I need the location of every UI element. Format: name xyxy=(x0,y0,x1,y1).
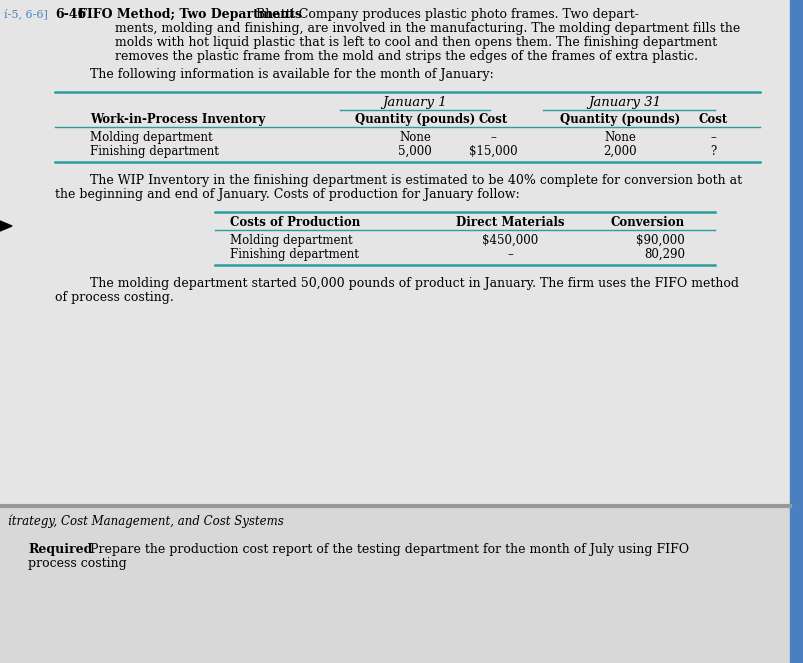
Text: molds with hot liquid plastic that is left to cool and then opens them. The fini: molds with hot liquid plastic that is le… xyxy=(115,36,716,49)
Text: ments, molding and finishing, are involved in the manufacturing. The molding dep: ments, molding and finishing, are involv… xyxy=(115,22,740,35)
Text: ?: ? xyxy=(709,145,715,158)
Bar xyxy=(0,506,789,663)
Text: Costs of Production: Costs of Production xyxy=(230,216,360,229)
Text: Work-in-Process Inventory: Work-in-Process Inventory xyxy=(90,113,265,126)
Text: Cost: Cost xyxy=(698,113,727,126)
Text: The molding department started 50,000 pounds of product in January. The firm use: The molding department started 50,000 po… xyxy=(90,277,738,290)
Text: –: – xyxy=(507,248,512,261)
Text: $15,000: $15,000 xyxy=(468,145,516,158)
Text: Molding department: Molding department xyxy=(230,234,353,247)
Text: Quantity (pounds): Quantity (pounds) xyxy=(354,113,475,126)
Text: –: – xyxy=(490,131,495,144)
Text: process costing: process costing xyxy=(28,557,127,570)
Text: $90,000: $90,000 xyxy=(635,234,684,247)
Text: Prepare the production cost report of the testing department for the month of Ju: Prepare the production cost report of th… xyxy=(90,543,688,556)
Text: 6-46: 6-46 xyxy=(55,8,86,21)
Text: Finishing department: Finishing department xyxy=(90,145,218,158)
Bar xyxy=(789,0,803,663)
Text: í-5, 6-6]: í-5, 6-6] xyxy=(4,8,48,19)
Text: $450,000: $450,000 xyxy=(481,234,537,247)
Text: Bhatti Company produces plastic photo frames. Two depart-: Bhatti Company produces plastic photo fr… xyxy=(255,8,638,21)
Polygon shape xyxy=(0,221,12,231)
Text: January 31: January 31 xyxy=(588,96,661,109)
Text: Direct Materials: Direct Materials xyxy=(455,216,564,229)
Text: removes the plastic frame from the mold and strips the edges of the frames of ex: removes the plastic frame from the mold … xyxy=(115,50,697,63)
Text: Finishing department: Finishing department xyxy=(230,248,358,261)
Text: the beginning and end of January. Costs of production for January follow:: the beginning and end of January. Costs … xyxy=(55,188,519,201)
Text: Molding department: Molding department xyxy=(90,131,212,144)
Text: 2,000: 2,000 xyxy=(602,145,636,158)
Text: Cost: Cost xyxy=(478,113,507,126)
Text: None: None xyxy=(603,131,635,144)
Text: January 1: January 1 xyxy=(382,96,446,109)
Text: FIFO Method; Two Departments: FIFO Method; Two Departments xyxy=(78,8,302,21)
Text: The WIP Inventory in the finishing department is estimated to be 40% complete fo: The WIP Inventory in the finishing depar… xyxy=(90,174,741,187)
Bar xyxy=(0,0,789,506)
Text: 5,000: 5,000 xyxy=(397,145,431,158)
Text: Required: Required xyxy=(28,543,92,556)
Text: 80,290: 80,290 xyxy=(643,248,684,261)
Text: of process costing.: of process costing. xyxy=(55,291,173,304)
Text: ítrategy, Cost Management, and Cost Systems: ítrategy, Cost Management, and Cost Syst… xyxy=(8,515,283,528)
Text: The following information is available for the month of January:: The following information is available f… xyxy=(90,68,493,81)
Text: Quantity (pounds): Quantity (pounds) xyxy=(559,113,679,126)
Text: –: – xyxy=(709,131,715,144)
Text: None: None xyxy=(398,131,430,144)
Text: Conversion: Conversion xyxy=(610,216,684,229)
